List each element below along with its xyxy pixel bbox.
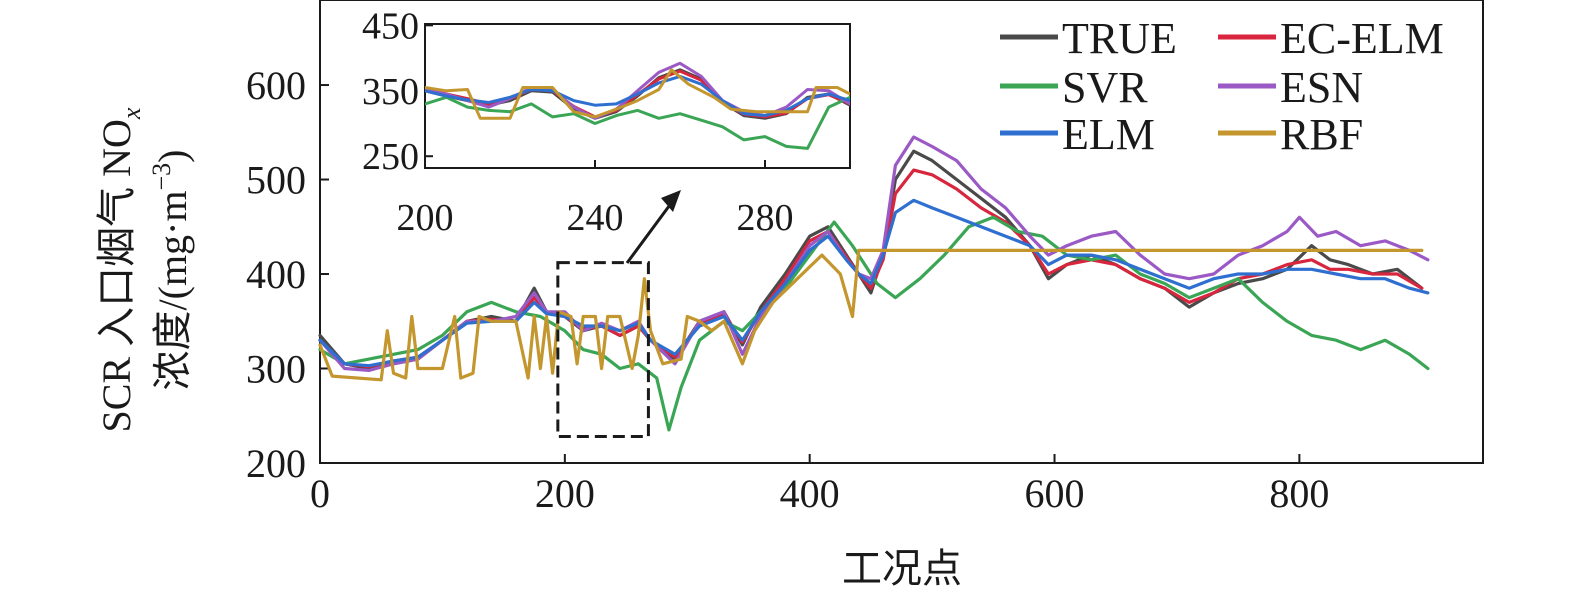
svg-text:SCR 入口烟气 NOx: SCR 入口烟气 NOx bbox=[94, 107, 146, 432]
inset-series-line-rbf bbox=[425, 68, 850, 120]
legend-item-true: TRUE bbox=[1000, 14, 1177, 63]
legend-label: TRUE bbox=[1062, 14, 1177, 63]
y-tick-label: 500 bbox=[246, 158, 306, 203]
inset-x-tick-label: 240 bbox=[567, 197, 624, 239]
y-axis-label-superscript: −3 bbox=[147, 163, 176, 191]
legend-label: SVR bbox=[1062, 63, 1148, 112]
series-line-ec-elm bbox=[318, 168, 1424, 369]
legend-label: ELM bbox=[1062, 110, 1155, 159]
svg-text:浓度/(mg·m−3): 浓度/(mg·m−3) bbox=[147, 150, 195, 391]
zoom-arrow-line bbox=[625, 197, 677, 264]
inset-y-tick-label: 450 bbox=[362, 5, 419, 47]
series-line-rbf bbox=[318, 248, 1424, 382]
x-tick-label: 800 bbox=[1269, 471, 1329, 516]
legend-item-svr: SVR bbox=[1000, 63, 1148, 112]
inset-y-tick-label: 350 bbox=[362, 71, 419, 113]
x-axis-label: 工况点 bbox=[842, 546, 962, 591]
y-axis-label-line2: 浓度/(mg·m bbox=[150, 191, 195, 391]
legend-label: RBF bbox=[1280, 110, 1363, 159]
y-axis-label-line1: SCR 入口烟气 NO bbox=[94, 119, 139, 432]
inset-series-line-svr bbox=[425, 95, 850, 150]
x-tick-label: 600 bbox=[1025, 471, 1085, 516]
legend-label: ESN bbox=[1280, 63, 1363, 112]
y-axis-label-close: ) bbox=[150, 150, 195, 163]
inset-series-line-esn bbox=[425, 61, 850, 120]
zoom-region-box bbox=[556, 261, 650, 439]
series-line-esn bbox=[318, 135, 1430, 372]
inset-chart: 200 240 280 250 350 450 bbox=[362, 5, 851, 239]
inset-x-tick-label: 280 bbox=[737, 197, 794, 239]
y-tick-label: 300 bbox=[246, 347, 306, 392]
y-axis-label: SCR 入口烟气 NOx 浓度/(mg·m−3) bbox=[94, 107, 195, 432]
legend-item-ec-elm: EC-ELM bbox=[1218, 14, 1444, 63]
inset-y-tick-label: 250 bbox=[362, 136, 419, 178]
zoom-arrow-head bbox=[661, 190, 681, 212]
x-tick-label: 0 bbox=[310, 471, 330, 516]
y-tick-label: 200 bbox=[246, 441, 306, 486]
legend-item-elm: ELM bbox=[1000, 110, 1155, 159]
y-axis-label-subscript: x bbox=[117, 107, 146, 120]
series-line-elm bbox=[318, 198, 1430, 368]
y-tick-label: 400 bbox=[246, 252, 306, 297]
legend-item-esn: ESN bbox=[1218, 63, 1363, 112]
legend-label: EC-ELM bbox=[1280, 14, 1444, 63]
plot-frame bbox=[319, 0, 1484, 464]
y-tick-label: 600 bbox=[246, 63, 306, 108]
inset-x-tick-label: 200 bbox=[397, 197, 454, 239]
legend: TRUE EC-ELM SVR ESN ELM RBF bbox=[1000, 14, 1444, 159]
legend-item-rbf: RBF bbox=[1218, 110, 1363, 159]
x-tick-label: 400 bbox=[780, 471, 840, 516]
series-line-true bbox=[318, 149, 1424, 371]
x-tick-label: 200 bbox=[535, 471, 595, 516]
